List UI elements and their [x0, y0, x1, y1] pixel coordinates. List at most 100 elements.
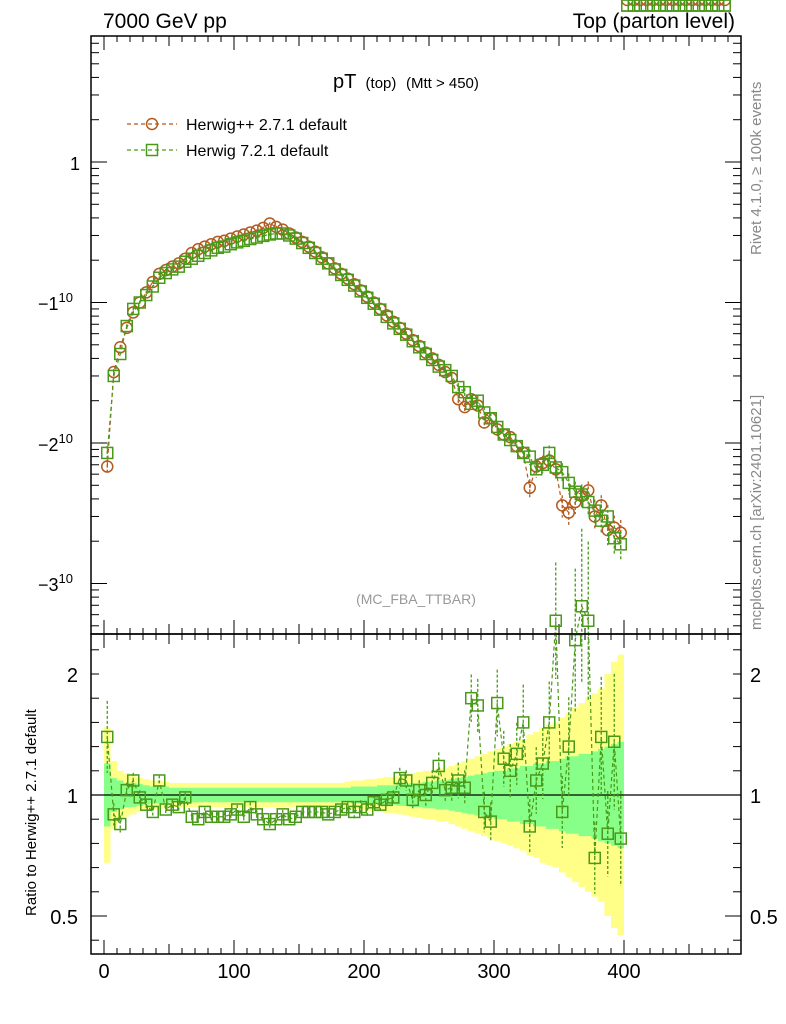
herwig7-point — [192, 249, 205, 263]
ytick-label-0p1: −110 — [38, 290, 73, 314]
ratio-herwig7-point — [127, 774, 140, 787]
herwigpp-point — [705, 0, 718, 7]
herwig7-point — [289, 232, 302, 245]
herwigpp-point — [686, 0, 699, 7]
ratio-ytick-2-right: 2 — [750, 665, 761, 687]
ratio-herwig7-point — [478, 805, 491, 819]
ratio-herwig7-point — [296, 805, 309, 819]
plot-title-sub2: (Mtt > 450) — [406, 75, 479, 92]
herwigpp-point — [660, 0, 673, 7]
herwigpp-point — [640, 0, 653, 7]
ytick-0p01-exp: 10 — [59, 431, 73, 446]
xtick-label-0: 0 — [98, 961, 109, 983]
herwig7-point — [575, 488, 588, 501]
ytick-0p001-exp: 10 — [59, 571, 73, 586]
herwig7-point — [107, 369, 120, 383]
xtick-label-100: 100 — [217, 961, 250, 983]
ratio-herwig7-point — [114, 817, 127, 831]
ratio-herwig7-point — [146, 805, 159, 819]
herwigpp-point — [101, 460, 114, 473]
herwig7-point — [146, 280, 159, 293]
ratio-herwig7-point — [510, 747, 523, 761]
herwig7-point — [179, 255, 192, 269]
ratio-herwig7-point — [686, 0, 699, 12]
herwig7-point — [556, 465, 569, 479]
herwig7-point — [354, 285, 367, 298]
header-left: 7000 GeV pp — [103, 10, 227, 33]
ratio-herwig7-point — [231, 803, 244, 816]
herwig7-point — [205, 244, 218, 257]
ratio-herwig7-point — [673, 0, 686, 12]
herwig7-point — [315, 252, 328, 265]
herwigpp-point — [627, 0, 640, 7]
herwigpp-point — [601, 523, 614, 537]
herwigpp-point — [192, 242, 205, 256]
ratio-herwig7-point — [185, 810, 198, 824]
ratio-herwig7-point — [712, 0, 725, 12]
ratio-herwig7-point — [582, 614, 595, 628]
ratio-herwig7-point — [322, 808, 335, 821]
ratio-herwig7-point — [556, 805, 569, 819]
herwig7-point — [250, 231, 263, 244]
plot-title-main: pT — [333, 71, 356, 93]
herwig7-line — [106, 232, 622, 545]
ratio-ylabel: Ratio to Herwig++ 2.7.1 default — [23, 708, 40, 916]
header-right: Top (parton level) — [573, 10, 735, 33]
ratio-herwig7-point — [679, 0, 692, 12]
ratio-herwig7-point — [211, 810, 224, 824]
ratio-herwig7-point — [653, 0, 666, 12]
ratio-herwig7-point — [393, 771, 406, 785]
herwig7-point — [601, 510, 614, 523]
ratio-ytick-1: 1 — [67, 786, 78, 808]
mcplots-label: mcplots.cern.ch [arXiv:2401.10621] — [748, 395, 765, 630]
herwig7-point — [114, 347, 127, 361]
herwigpp-point — [653, 0, 666, 7]
watermark: (MC_FBA_TTBAR) — [356, 591, 476, 607]
herwig7-point — [543, 446, 556, 460]
ratio-herwig7-point — [465, 691, 478, 705]
ratio-herwig7-point — [426, 776, 439, 790]
ratio-herwig7-point — [140, 798, 153, 811]
herwig7-point — [159, 266, 172, 280]
legend-label-herwigpp: Herwig++ 2.7.1 default — [186, 117, 348, 134]
ratio-herwig7-point — [692, 0, 705, 12]
ratio-herwig7-point — [458, 781, 471, 794]
ratio-herwig7-point — [484, 815, 497, 828]
ratio-herwig7-point — [699, 0, 712, 12]
legend-marker-herwig7 — [145, 143, 159, 157]
ratio-herwig7-point — [406, 793, 419, 807]
ratio-herwig7-point — [588, 851, 601, 865]
herwigpp-point — [543, 454, 556, 467]
herwig7-point — [133, 296, 146, 309]
herwig7-point — [153, 271, 166, 285]
herwigpp-point — [634, 0, 647, 7]
herwigpp-point — [673, 0, 686, 7]
ratio-herwig7-point — [536, 757, 549, 770]
ratio-herwig7-point — [491, 696, 504, 710]
herwigpp-line — [106, 222, 622, 534]
herwig7-point — [257, 229, 270, 243]
xtick-label-200: 200 — [347, 961, 380, 983]
ratio-ytick-1-right: 1 — [750, 786, 761, 808]
ratio-herwig7-point — [647, 0, 660, 12]
herwig7-point — [582, 495, 595, 509]
ytick-0p01-base: −2 — [38, 435, 59, 455]
ratio-ytick-2: 2 — [67, 665, 78, 687]
ratio-herwig7-point — [471, 699, 484, 712]
plot-title: pT (top) (Mtt > 450) — [333, 71, 479, 93]
herwig7-point — [465, 397, 478, 411]
ratio-herwig7-point — [666, 0, 679, 12]
legend-label-herwig7: Herwig 7.2.1 default — [186, 143, 329, 160]
herwigpp-point — [562, 506, 575, 519]
ratio-herwig7-point — [192, 812, 205, 826]
herwig7-point — [127, 302, 140, 316]
ratio-herwig7-point — [120, 783, 133, 797]
ratio-herwig7-point — [627, 0, 640, 12]
ratio-herwig7-point — [523, 820, 536, 833]
herwig7-point — [432, 360, 445, 373]
ytick-0p1-base: −1 — [38, 294, 59, 314]
ratio-herwig7-point — [601, 827, 614, 840]
ytick-label-0p01: −210 — [38, 431, 73, 455]
ratio-herwig7-point — [621, 0, 634, 12]
